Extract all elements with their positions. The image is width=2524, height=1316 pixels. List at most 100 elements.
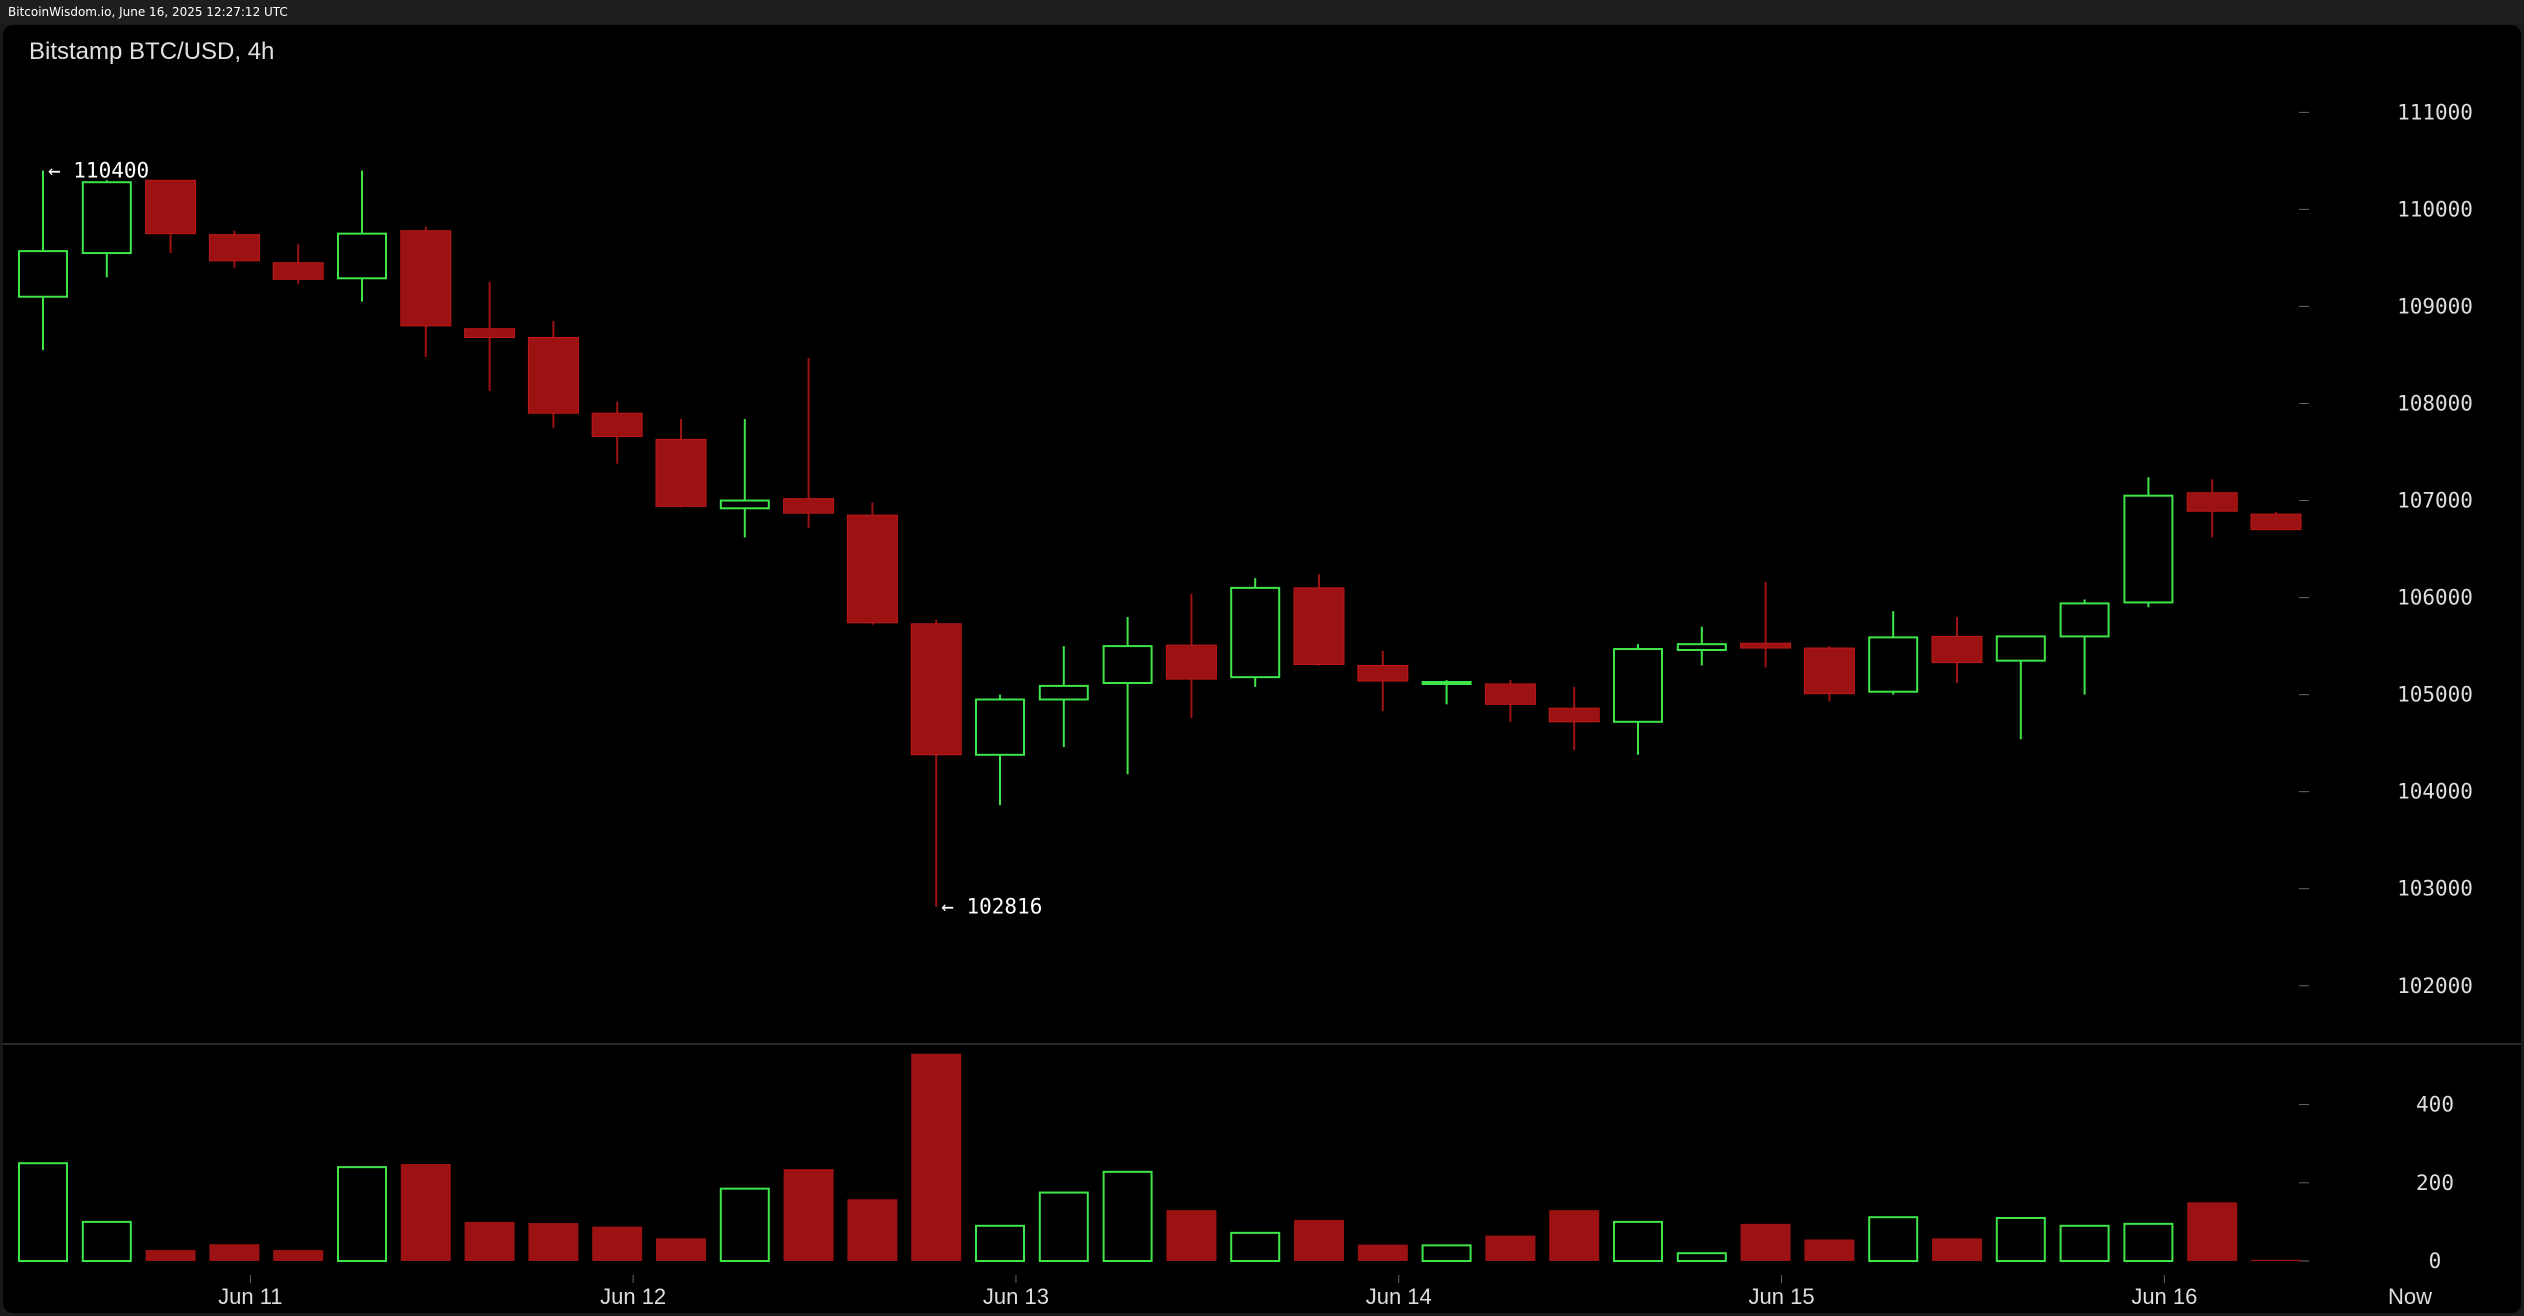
candle-body-down — [655, 438, 707, 507]
candle-body-down — [1548, 707, 1600, 723]
candle — [1230, 578, 1281, 687]
volume-bar-down — [656, 1238, 706, 1261]
price-tick-label: 106000 — [2397, 586, 2473, 610]
candle-body-down — [1484, 683, 1536, 705]
candle — [464, 282, 516, 391]
candle-body-down — [464, 328, 516, 338]
candle-body-down — [2186, 492, 2238, 512]
volume-bar-up — [1613, 1220, 1663, 1262]
volume-bar-down — [847, 1199, 898, 1261]
candle-body-up — [1995, 635, 2046, 662]
volume-bar-down — [464, 1221, 515, 1261]
price-tick-label: 102000 — [2397, 974, 2473, 998]
candle — [2250, 512, 2302, 531]
time-axis: Jun 11 Jun 12 Jun 13 Jun 14 Jun 15 Jun 16 Now — [218, 1275, 2432, 1309]
candle-body-up — [975, 698, 1025, 756]
volume-bar-up — [2059, 1224, 2110, 1263]
time-tick-label: Jun 12 — [600, 1284, 666, 1309]
volume-bar-up — [18, 1162, 68, 1263]
candle — [1357, 650, 1409, 712]
candles-layer — [18, 170, 2302, 907]
volume-bar-down — [783, 1169, 834, 1261]
price-tick-label: 105000 — [2397, 683, 2473, 707]
candle-body-down — [1803, 647, 1855, 695]
chart-panel: Bitstamp BTC/USD, 4h 102000 103000 104000 1… — [3, 25, 2521, 1313]
volume-bar-up — [1676, 1252, 1727, 1263]
candle — [975, 694, 1025, 806]
volume-bar-down — [1357, 1244, 1408, 1261]
candle-body-up — [719, 499, 770, 510]
candle-body-up — [1038, 684, 1089, 701]
candle-body-up — [1230, 586, 1281, 679]
candle-body-down — [1293, 587, 1345, 666]
candle-body-up — [81, 181, 132, 255]
volume-bar-up — [719, 1187, 770, 1262]
candle-body-down — [2250, 513, 2302, 531]
time-tick-label: Jun 16 — [2131, 1284, 2197, 1309]
candlestick-chart: Bitstamp BTC/USD, 4h 1020001030001040001… — [3, 38, 2521, 1309]
time-tick-label: Now — [2388, 1284, 2432, 1309]
candle-body-down — [145, 179, 197, 235]
candle — [1868, 611, 1919, 695]
candle — [1548, 686, 1600, 750]
candle — [208, 230, 260, 268]
candle-body-down — [1931, 635, 1983, 664]
candle-body-up — [2123, 494, 2174, 604]
candle-body-down — [1165, 644, 1217, 680]
volume-bar-up — [1230, 1231, 1281, 1263]
volume-tick-label: 400 — [2416, 1093, 2454, 1117]
candle-body-up — [337, 232, 387, 280]
candle — [18, 170, 68, 351]
volume-bar-down — [273, 1250, 324, 1261]
candle-body-down — [400, 230, 452, 327]
volume-bar-up — [81, 1220, 132, 1262]
volume-bar-down — [1166, 1210, 1217, 1261]
time-tick-label: Jun 15 — [1749, 1284, 1815, 1309]
volume-tick-label: 0 — [2429, 1249, 2442, 1273]
volume-bar-down — [1485, 1235, 1536, 1261]
volume-bar-down — [592, 1226, 643, 1261]
candle — [1995, 635, 2046, 740]
candle — [1740, 582, 1792, 668]
volume-bar-down — [1740, 1223, 1791, 1261]
candle — [527, 320, 579, 428]
candle — [2059, 599, 2110, 695]
volume-bar-up — [1995, 1216, 2046, 1263]
candle — [1165, 593, 1217, 718]
annotations-layer: ← 110400 ← 102816 — [48, 159, 1042, 919]
candle-body-up — [1676, 643, 1727, 651]
volume-bar-down — [528, 1223, 579, 1261]
candle — [145, 179, 197, 254]
candle-body-up — [1102, 645, 1153, 684]
candle — [783, 357, 835, 528]
candle — [2186, 479, 2238, 538]
price-tick-label: 108000 — [2397, 391, 2473, 415]
volume-bar-down — [400, 1164, 451, 1261]
volume-bar-down — [1549, 1210, 1600, 1261]
candle-body-up — [2059, 602, 2110, 638]
price-tick-label: 109000 — [2397, 294, 2473, 318]
candle — [1484, 680, 1536, 722]
candle — [400, 226, 452, 357]
candle-body-down — [910, 623, 962, 756]
candle — [910, 619, 962, 907]
chart-title: Bitstamp BTC/USD, 4h — [29, 38, 274, 65]
volume-bar-down — [1932, 1238, 1982, 1261]
candle — [719, 419, 770, 538]
volume-bar-up — [1038, 1191, 1089, 1262]
price-axis: 102000 103000 104000 105000 106000 107000 1080… — [2299, 100, 2473, 998]
volume-bar-down — [2251, 1259, 2301, 1261]
candle-body-up — [1613, 648, 1663, 723]
candle-body-down — [1357, 665, 1409, 682]
candle-body-up — [1421, 681, 1472, 686]
candle — [1293, 574, 1345, 666]
candle — [1421, 680, 1472, 705]
candle — [655, 419, 707, 508]
volume-bar-up — [1102, 1170, 1153, 1262]
volume-bar-up — [2123, 1222, 2174, 1263]
candle-body-down — [591, 412, 643, 437]
top-bar: BitcoinWisdom.io, June 16, 2025 12:27:12… — [0, 0, 2524, 24]
source-timestamp: BitcoinWisdom.io, June 16, 2025 12:27:12… — [8, 5, 288, 19]
candle-body-down — [1740, 642, 1792, 649]
candle-body-down — [846, 514, 898, 624]
